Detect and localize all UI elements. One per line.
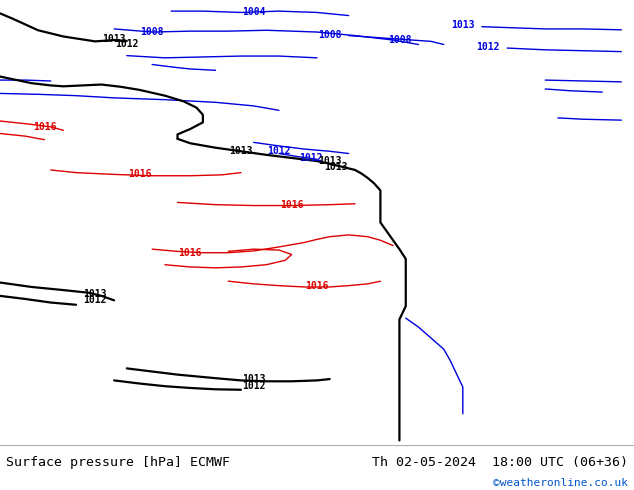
Text: 1013: 1013 (324, 162, 348, 172)
Text: 1013: 1013 (318, 156, 342, 166)
Text: 1008: 1008 (387, 35, 411, 45)
Text: 1012: 1012 (83, 295, 107, 305)
Text: 1016: 1016 (127, 170, 152, 179)
Text: 1008: 1008 (140, 27, 164, 37)
Text: 1013: 1013 (242, 374, 266, 384)
Text: 1016: 1016 (32, 122, 56, 132)
Text: 1013: 1013 (451, 21, 475, 30)
Text: 1016: 1016 (178, 248, 202, 258)
Text: 1012: 1012 (476, 42, 500, 52)
Text: 1016: 1016 (280, 199, 304, 210)
Text: Surface pressure [hPa] ECMWF: Surface pressure [hPa] ECMWF (6, 456, 230, 468)
Text: 1008: 1008 (318, 30, 342, 40)
Text: 1012: 1012 (242, 381, 266, 391)
Text: 1012: 1012 (115, 40, 139, 49)
Text: 1012: 1012 (299, 153, 323, 163)
Text: 1016: 1016 (305, 281, 329, 291)
Text: 1012: 1012 (267, 147, 291, 156)
Text: ©weatheronline.co.uk: ©weatheronline.co.uk (493, 478, 628, 488)
Text: 1013: 1013 (83, 289, 107, 298)
Text: 1013: 1013 (229, 147, 253, 156)
Text: 1004: 1004 (242, 6, 266, 17)
Text: Th 02-05-2024  18:00 UTC (06+36): Th 02-05-2024 18:00 UTC (06+36) (372, 456, 628, 468)
Text: 1013: 1013 (102, 34, 126, 44)
